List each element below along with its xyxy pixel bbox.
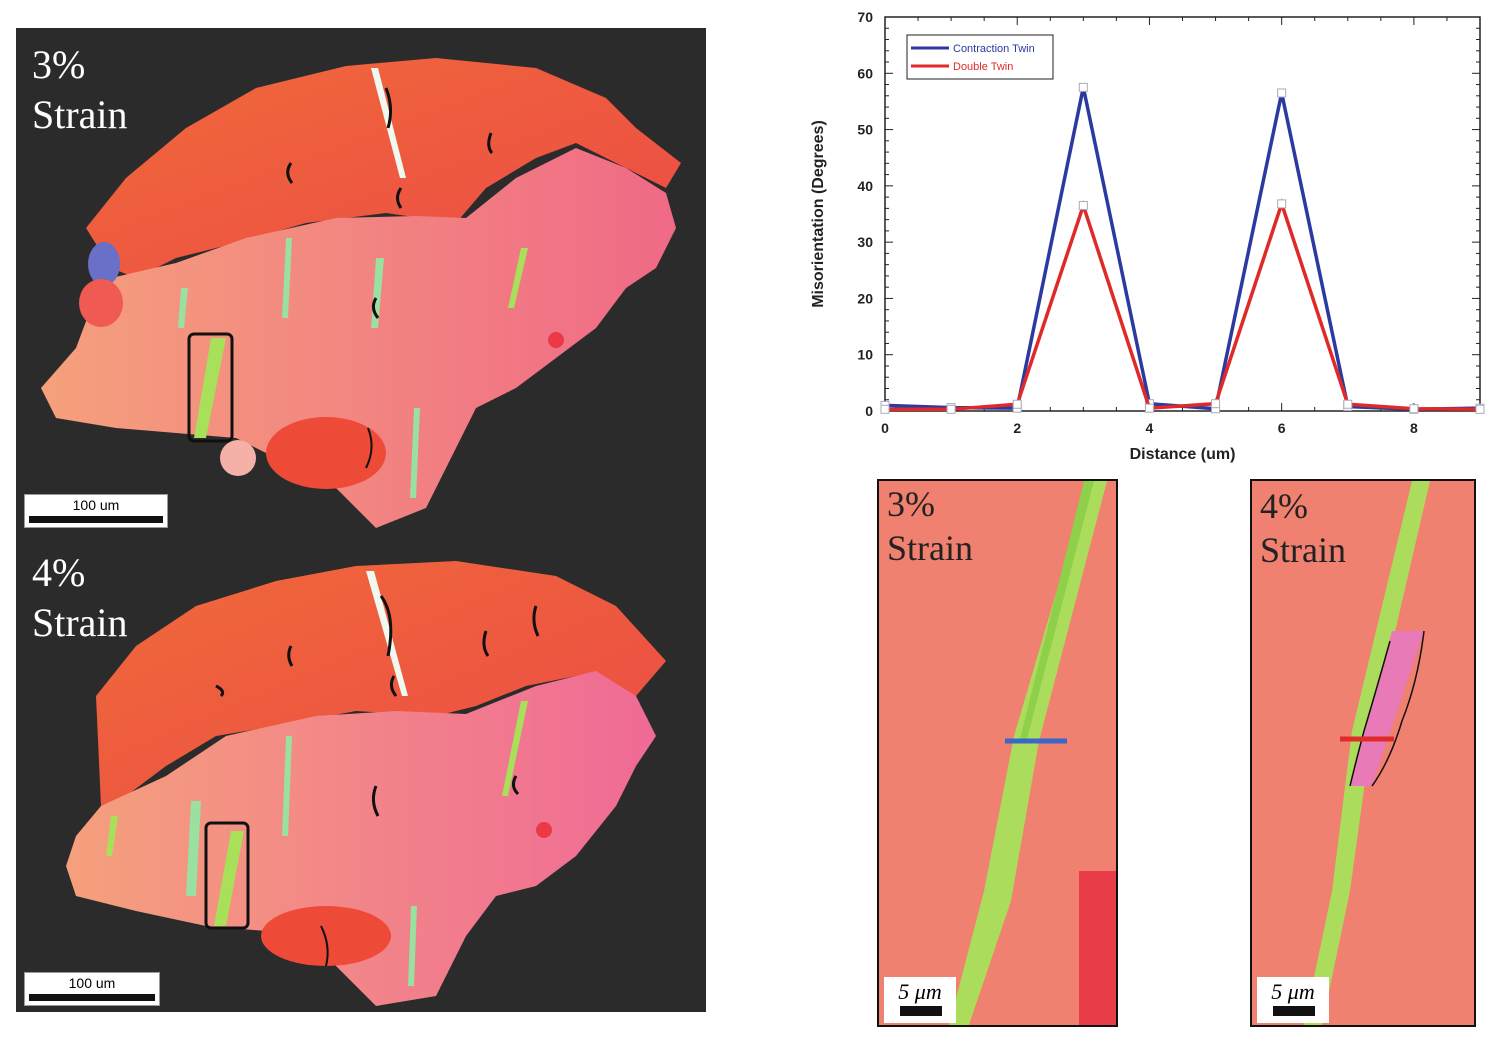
zoom-3pct-scale-bar: [900, 1006, 942, 1016]
top-map-scalebar: 100 um: [24, 494, 168, 528]
x-tick-label: 6: [1278, 420, 1286, 436]
bottom-map-scale-text: 100 um: [68, 975, 116, 991]
bottom-map-scalebar: 100 um: [24, 972, 160, 1006]
legend-label-0: Contraction Twin: [953, 43, 1035, 55]
ebsd-map-3pct: [16, 28, 706, 536]
legend-box: [906, 34, 1054, 80]
zoom-panel-3pct-image: [949, 481, 1116, 1025]
zoom-4pct-label: 4% Strain: [1260, 486, 1346, 570]
series-point-1: [1144, 403, 1154, 413]
zoom-4pct-scale-text: 5 μm: [1271, 979, 1315, 1004]
x-tick-label: 8: [1410, 420, 1418, 436]
bottom-map-label: 4% Strain: [32, 550, 128, 645]
ebsd-map-4pct: [16, 536, 706, 1012]
zoom-3pct-scale-text: 5 μm: [898, 979, 942, 1004]
series-point-1: [1343, 399, 1353, 409]
x-tick-label: 4: [1146, 420, 1154, 436]
misorientation-chart: 0 10 20 30 40 50 60 70 0 2 4 6 8 Distance (um) Misorie…: [810, 9, 1485, 463]
y-tick-label: 40: [857, 178, 873, 194]
y-tick-label: 70: [857, 9, 873, 25]
zoom-4pct-scale-bar: [1273, 1006, 1315, 1016]
legend-label-1: Double Twin: [953, 61, 1013, 73]
y-tick-label: 0: [865, 403, 873, 419]
zoom-3pct-label: 3% Strain: [887, 484, 973, 568]
ebsd-map-4pct-image: [66, 561, 666, 1006]
y-axis-label: Misorientation (Degrees): [810, 120, 827, 308]
x-tick-label: 0: [881, 420, 889, 436]
series-point-1: [1409, 404, 1419, 414]
top-map-scale-text: 100 um: [72, 497, 120, 513]
top-map-label: 3% Strain: [32, 42, 128, 137]
series-line-1: [885, 198, 1481, 412]
series-point-1: [1277, 199, 1287, 209]
plot-frame: [884, 16, 1481, 412]
top-map-scale-bar: [29, 516, 163, 523]
bottom-map-scale-bar: [29, 994, 155, 1001]
y-tick-label: 10: [857, 347, 873, 363]
series-point-1: [880, 404, 890, 414]
zoom-panel-3pct: [877, 479, 1118, 1027]
ebsd-map-3pct-image: [41, 58, 681, 528]
y-tick-label: 20: [857, 290, 873, 306]
zoom-4pct-scalebar: 5 μm: [1257, 977, 1329, 1023]
y-tick-label: 50: [857, 122, 873, 138]
series-point-0: [1277, 88, 1287, 98]
zoom-3pct-scalebar: 5 μm: [884, 977, 956, 1023]
zoom-panel-4pct: [1250, 479, 1476, 1027]
y-tick-label: 30: [857, 234, 873, 250]
series-point-1: [1211, 399, 1221, 409]
x-tick-label: 2: [1013, 420, 1021, 436]
zoom-panel-4pct-image: [1304, 481, 1430, 1025]
series-point-1: [1475, 404, 1485, 414]
series-point-1: [946, 404, 956, 414]
x-axis-label: Distance (um): [1130, 446, 1236, 463]
series-point-1: [1012, 399, 1022, 409]
series-point-0: [1078, 82, 1088, 92]
series-point-1: [1078, 201, 1088, 211]
y-tick-label: 60: [857, 65, 873, 81]
